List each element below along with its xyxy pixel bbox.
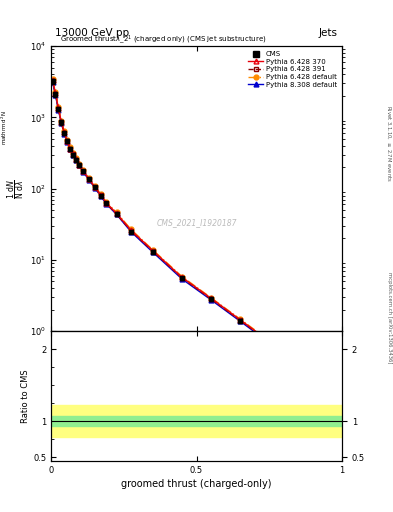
Y-axis label: Ratio to CMS: Ratio to CMS [21,369,30,423]
Legend: CMS, Pythia 6.428 370, Pythia 6.428 391, Pythia 6.428 default, Pythia 8.308 defa: CMS, Pythia 6.428 370, Pythia 6.428 391,… [246,50,338,89]
Text: CMS_2021_I1920187: CMS_2021_I1920187 [156,218,237,227]
Text: 13000 GeV pp: 13000 GeV pp [55,28,129,38]
Text: mcplots.cern.ch [arXiv:1306.3436]: mcplots.cern.ch [arXiv:1306.3436] [387,272,391,363]
Text: Groomed thrust$\lambda$_2$^1$ (charged only) (CMS jet substructure): Groomed thrust$\lambda$_2$^1$ (charged o… [60,33,266,46]
Text: $\mathrm{mathrm\,d}^2\mathrm{N}$: $\mathrm{mathrm\,d}^2\mathrm{N}$ [0,111,9,145]
Y-axis label: $\frac{1}{\mathrm{N}}\frac{\mathrm{d}N}{\mathrm{d}\lambda}$: $\frac{1}{\mathrm{N}}\frac{\mathrm{d}N}{… [6,179,27,199]
Text: Rivet 3.1.10, $\geq$ 2.7M events: Rivet 3.1.10, $\geq$ 2.7M events [385,105,393,182]
Text: Jets: Jets [319,28,338,38]
X-axis label: groomed thrust (charged-only): groomed thrust (charged-only) [121,479,272,489]
